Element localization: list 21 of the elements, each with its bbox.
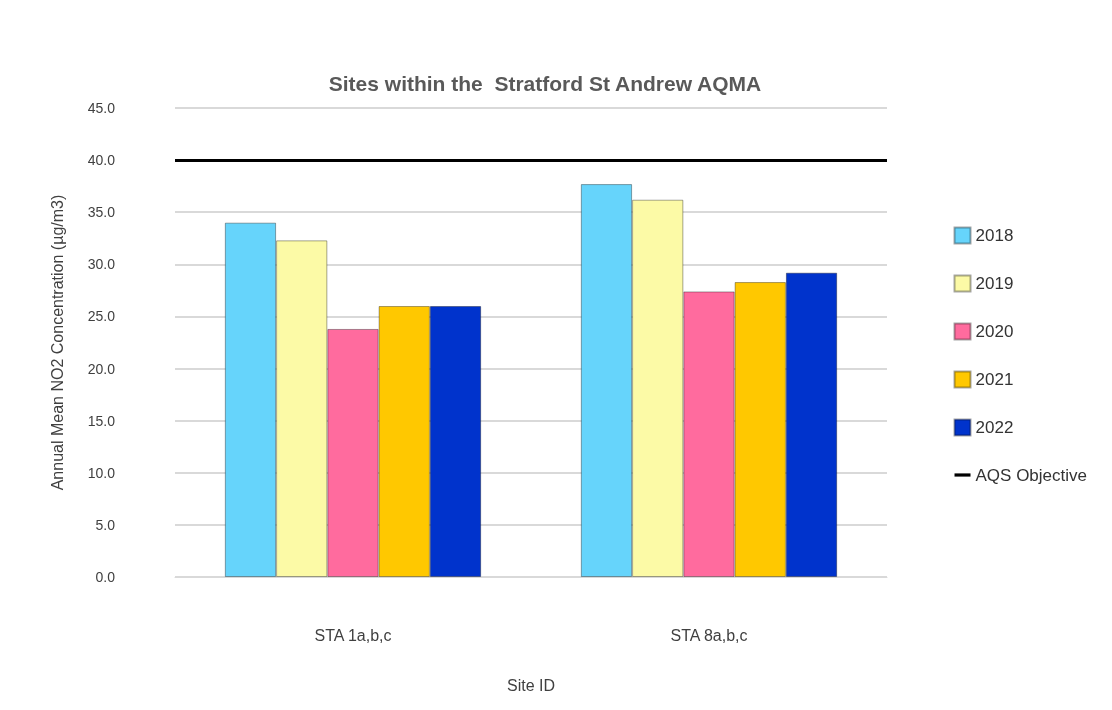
y-tick-label: 5.0 <box>95 516 116 533</box>
x-tick-label: STA 1a,b,c <box>314 626 392 644</box>
y-axis-title: Annual Mean NO2 Concentration (µg/m3) <box>48 194 66 491</box>
y-tick-label: 30.0 <box>87 256 116 273</box>
x-tick-label: STA 8a,b,c <box>670 626 748 644</box>
legend-label: 2020 <box>975 322 1014 341</box>
y-tick-label: 40.0 <box>87 152 116 169</box>
y-tick-label: 0.0 <box>95 569 116 585</box>
y-tick-label: 35.0 <box>87 204 116 221</box>
y-tick-label: 25.0 <box>87 308 116 325</box>
legend-label: 2022 <box>975 418 1014 437</box>
y-tick-label: 20.0 <box>87 360 116 377</box>
y-tick-label: 45.0 <box>87 100 116 116</box>
x-axis-title: Site ID <box>506 676 556 694</box>
legend-label: 2021 <box>975 370 1014 389</box>
legend-label: AQS Objective <box>975 465 1088 485</box>
legend-label: 2018 <box>975 226 1014 245</box>
legend-label: 2019 <box>975 274 1014 293</box>
y-tick-label: 15.0 <box>87 412 116 429</box>
y-tick-label: 10.0 <box>87 464 116 481</box>
chart-title: Sites within the Stratford St Andrew AQMA <box>328 72 762 95</box>
